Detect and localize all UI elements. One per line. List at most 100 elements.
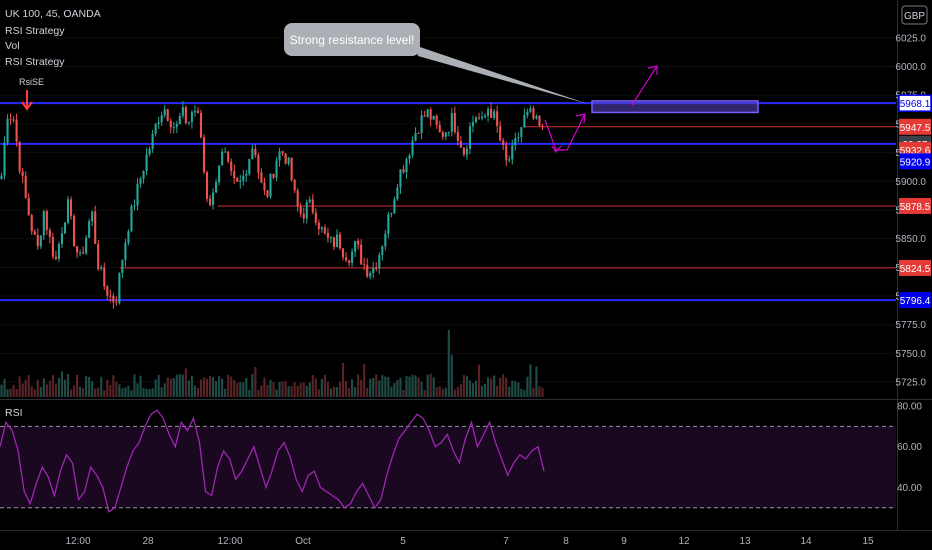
volume-bar [384, 376, 387, 397]
volume-bar [354, 387, 357, 397]
candle-body [438, 125, 441, 133]
candle-body [254, 148, 257, 156]
time-tick-label: 12:00 [65, 536, 90, 547]
volume-bar [287, 386, 290, 397]
candle [281, 150, 284, 156]
candle-body [411, 140, 414, 156]
candle-body [190, 112, 193, 122]
candle-body [0, 175, 3, 180]
candle-body [60, 233, 64, 245]
candle-body [493, 111, 496, 118]
candle [290, 157, 293, 183]
volume-bar [66, 373, 70, 397]
volume-bar [205, 378, 209, 397]
candle [387, 211, 390, 239]
candle-body [227, 151, 230, 162]
volume-bar [236, 382, 239, 397]
indicator-vol[interactable]: Vol [5, 40, 20, 52]
candle [408, 153, 411, 165]
candle [465, 145, 468, 160]
volume-bar [493, 375, 496, 397]
candle-body [517, 137, 520, 139]
candle-body [453, 113, 456, 133]
candle-body [15, 119, 18, 142]
candle [326, 227, 329, 243]
candle [314, 208, 317, 226]
candle [205, 170, 209, 203]
candle [302, 207, 305, 224]
rsi-line [0, 409, 545, 513]
candle [181, 100, 184, 119]
drawings[interactable] [21, 65, 759, 154]
candle [163, 105, 166, 118]
candle-body [311, 199, 314, 213]
candle-body [360, 244, 363, 265]
candle [33, 229, 36, 235]
candle-body [184, 107, 187, 123]
candle-body [375, 268, 378, 270]
candle-body [372, 268, 375, 274]
candle [230, 158, 233, 176]
candle [266, 190, 269, 199]
candle-body [293, 179, 296, 191]
candle-body [148, 148, 151, 155]
candle-body [115, 302, 118, 304]
candle-body [36, 234, 39, 247]
candle [18, 141, 21, 174]
volume-bar [33, 389, 36, 397]
candle-body [45, 211, 48, 230]
price-axis[interactable]: 5725.05750.05775.05800.05825.05850.05875… [895, 33, 932, 494]
volume-bar [326, 381, 329, 397]
candle-body [378, 255, 381, 269]
volume-bar [124, 387, 127, 397]
indicator-rsi-strategy-2[interactable]: RSI Strategy [5, 56, 65, 68]
candle [91, 210, 94, 227]
candle-body [432, 115, 435, 120]
candle [308, 196, 311, 204]
currency-label: GBP [904, 11, 925, 22]
candle-body [48, 229, 51, 237]
candle [109, 289, 112, 303]
candle-body [465, 148, 468, 155]
candle-body [57, 244, 60, 260]
candle-body [82, 252, 85, 254]
candle-body [323, 227, 326, 234]
volume-bar [420, 381, 423, 397]
volume-bar [357, 374, 360, 397]
volume-bar [163, 383, 166, 397]
volume-bar [193, 385, 196, 397]
candle-body [263, 182, 266, 191]
price-tick-label: 5775.0 [895, 320, 926, 331]
candle [360, 239, 363, 265]
price-badge-bg [899, 259, 931, 276]
candle-body [39, 235, 42, 247]
volume-bar [130, 390, 133, 397]
volume-bar [196, 387, 200, 397]
volume-bar [15, 388, 18, 397]
candle [193, 105, 196, 117]
time-axis[interactable]: 12:00 28 12:00 Oct 5 7 8 9 12 13 14 15 [0, 530, 932, 548]
candle [212, 188, 215, 210]
price-tick-label: 5725.0 [895, 378, 926, 389]
volume-bar [517, 382, 520, 397]
candle [6, 114, 9, 146]
candle-body [154, 123, 157, 134]
volume-bar [305, 385, 308, 397]
indicator-rsi-strategy-1[interactable]: RSI Strategy [5, 25, 65, 37]
candle [417, 132, 420, 135]
volume-bar [290, 386, 293, 397]
candle [375, 262, 378, 272]
price-badge-text: 5920.9 [900, 157, 931, 168]
volume-bar [9, 388, 12, 397]
candle [269, 173, 272, 199]
price-tick-label: 5750.0 [895, 349, 926, 360]
currency-badge[interactable] [901, 5, 928, 25]
resistance-callout[interactable]: Strong resistance level! [284, 23, 588, 104]
volume-bar [387, 377, 390, 397]
candle [496, 105, 499, 133]
candle [502, 137, 505, 151]
candle [351, 248, 354, 267]
volume-bar [508, 386, 511, 397]
